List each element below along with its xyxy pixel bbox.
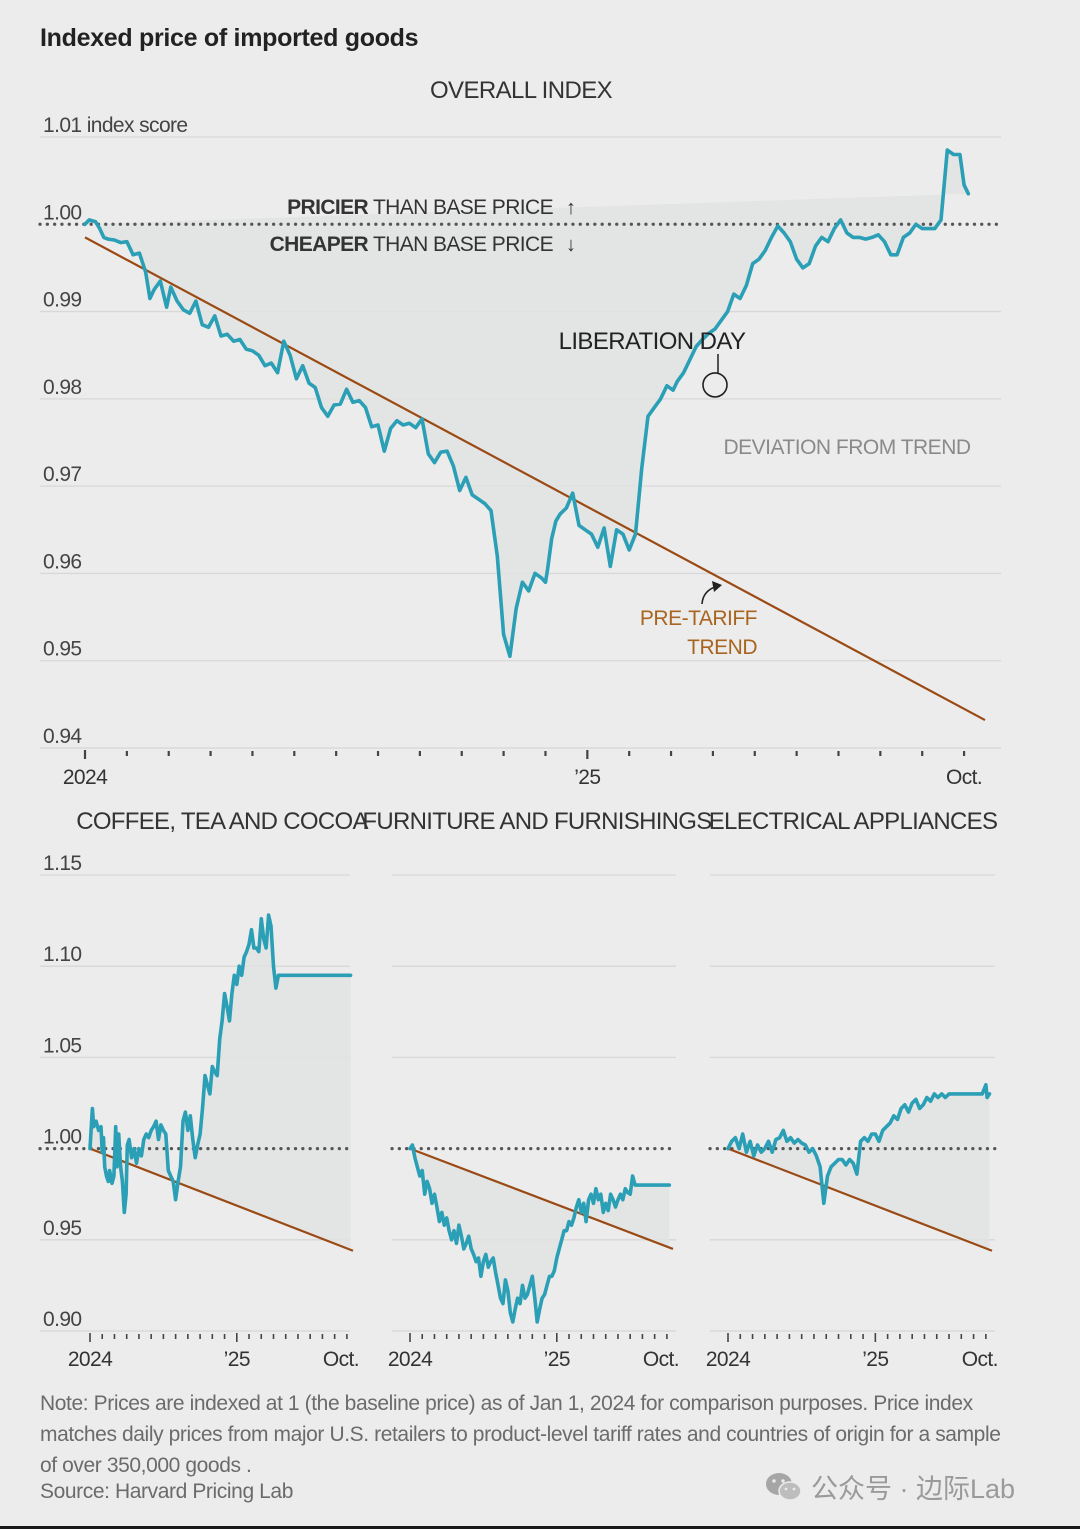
panel-grid xyxy=(392,874,676,1332)
trend-pointer-arrowhead xyxy=(712,581,722,592)
price-index-line xyxy=(408,1143,672,1324)
x-tick-label: ’25 xyxy=(862,1348,888,1371)
panel-trend xyxy=(89,1147,354,1252)
y-tick-label: 1.05 xyxy=(43,1034,81,1057)
x-tick-label: ’25 xyxy=(574,766,600,789)
chart-canvas: OVERALL INDEX 1.01 index score 1.00 0.99 0.… xyxy=(38,77,1003,1371)
x-tick-label: ’25 xyxy=(224,1348,250,1371)
x-tick-label: ’25 xyxy=(544,1348,570,1371)
furniture-furnishings-panel: FURNITURE AND FURNISHINGS 2024 ’25 Oct. xyxy=(362,808,712,1371)
panel-shade xyxy=(410,1145,670,1322)
wechat-icon xyxy=(765,1471,803,1503)
price-index-line xyxy=(88,913,353,1215)
pricier-label: PRICIER THAN BASE PRICE xyxy=(287,196,553,219)
y-tick-label: 0.97 xyxy=(43,463,81,486)
x-tick-label: Oct. xyxy=(962,1348,998,1371)
panel-grid xyxy=(40,874,350,1332)
panel-title-furniture: FURNITURE AND FURNISHINGS xyxy=(362,808,711,835)
overall-index-chart: OVERALL INDEX 1.01 index score 1.00 0.99 0.… xyxy=(38,77,1003,789)
liberation-day-marker xyxy=(702,372,728,398)
y-tick-label: 0.90 xyxy=(43,1308,81,1331)
chart-source: Source: Harvard Pricing Lab xyxy=(40,1480,293,1503)
panel-title-electrical: ELECTRICAL APPLIANCES xyxy=(709,808,998,835)
y-tick-label: 1.15 xyxy=(43,852,81,875)
x-tick-label: 2024 xyxy=(706,1348,751,1371)
price-index-line xyxy=(83,148,971,659)
y-tick-label: 0.98 xyxy=(43,376,81,399)
liberation-day-label: LIBERATION DAY xyxy=(559,328,746,355)
pre-tariff-trend-line xyxy=(84,236,986,722)
cheaper-bold: CHEAPER xyxy=(270,233,369,256)
overall-index-title: OVERALL INDEX xyxy=(430,77,613,104)
x-tick-label: 2024 xyxy=(68,1348,113,1371)
electrical-appliances-panel: ELECTRICAL APPLIANCES 2024 ’25 Oct. xyxy=(706,808,999,1371)
pre-tariff-trend-line xyxy=(89,1147,354,1252)
bottom-border xyxy=(0,1526,1080,1529)
panel-xaxis: 2024 ’25 Oct. xyxy=(68,1333,360,1371)
pre-tariff-label: PRE-TARIFF xyxy=(640,607,757,630)
watermark-text: 公众号 · 边际Lab xyxy=(811,1474,1016,1504)
panel-shade xyxy=(90,915,351,1250)
small-y-tick-labels: 1.15 1.10 1.05 1.00 0.95 0.90 xyxy=(43,852,82,1331)
pre-tariff-trend-line xyxy=(409,1147,674,1250)
panel-title-coffee: COFFEE, TEA AND COCOA xyxy=(76,808,368,835)
y-tick-label: 0.96 xyxy=(43,550,81,573)
coffee-tea-cocoa-panel: COFFEE, TEA AND COCOA 2024 ’25 Oct. xyxy=(38,808,369,1371)
deviation-area xyxy=(90,915,351,1250)
trend-label: TREND xyxy=(687,636,757,659)
panel-grid xyxy=(710,874,995,1332)
pricier-rest: THAN BASE PRICE xyxy=(368,196,553,219)
price-index-line xyxy=(83,148,971,659)
chart-title: Indexed price of imported goods xyxy=(40,24,419,52)
y-tick-label: 0.95 xyxy=(43,638,81,661)
deviation-area xyxy=(410,1145,670,1322)
cheaper-label: CHEAPER THAN BASE PRICE xyxy=(270,233,554,256)
pre-tariff-trend-line xyxy=(84,236,986,722)
cheaper-rest: THAN BASE PRICE xyxy=(368,233,553,256)
deviation-from-trend-label: DEVIATION FROM TREND xyxy=(723,436,970,459)
up-arrow-icon: ↑ xyxy=(566,197,576,219)
x-tick-label: Oct. xyxy=(643,1348,679,1371)
x-tick-label: 2024 xyxy=(388,1348,433,1371)
pre-tariff-trend-line xyxy=(727,1147,993,1252)
panel-line xyxy=(726,1083,992,1206)
y-tick-label: 1.00 xyxy=(43,1126,81,1149)
main-x-axis: 2024 ’25 Oct. xyxy=(63,750,983,789)
panel-xaxis: 2024 ’25 Oct. xyxy=(706,1333,999,1371)
x-tick-label: 2024 xyxy=(63,766,108,789)
x-tick-label: Oct. xyxy=(946,766,982,789)
chart-note: Note: Prices are indexed at 1 (the basel… xyxy=(40,1392,1001,1477)
y-tick-label: 0.95 xyxy=(43,1217,81,1240)
panel-trend xyxy=(409,1147,674,1250)
panel-trend xyxy=(727,1147,993,1252)
y-tick-label: 0.94 xyxy=(43,725,82,748)
y-tick-label: 1.00 xyxy=(43,201,81,224)
panel-line xyxy=(88,913,353,1215)
price-index-line xyxy=(726,1083,992,1206)
main-y-tick-labels: 1.01 index score 1.00 0.99 0.98 0.97 0.96 0.95… xyxy=(43,114,188,748)
y-tick-label: 1.01 index score xyxy=(43,114,188,137)
pricier-bold: PRICIER xyxy=(287,196,368,219)
panel-xaxis: 2024 ’25 Oct. xyxy=(388,1333,680,1371)
down-arrow-icon: ↓ xyxy=(566,234,576,256)
panel-line xyxy=(408,1143,672,1324)
watermark: 公众号 · 边际Lab xyxy=(765,1467,1015,1506)
y-tick-label: 0.99 xyxy=(43,289,81,312)
y-tick-label: 1.10 xyxy=(43,943,81,966)
x-tick-label: Oct. xyxy=(323,1348,359,1371)
